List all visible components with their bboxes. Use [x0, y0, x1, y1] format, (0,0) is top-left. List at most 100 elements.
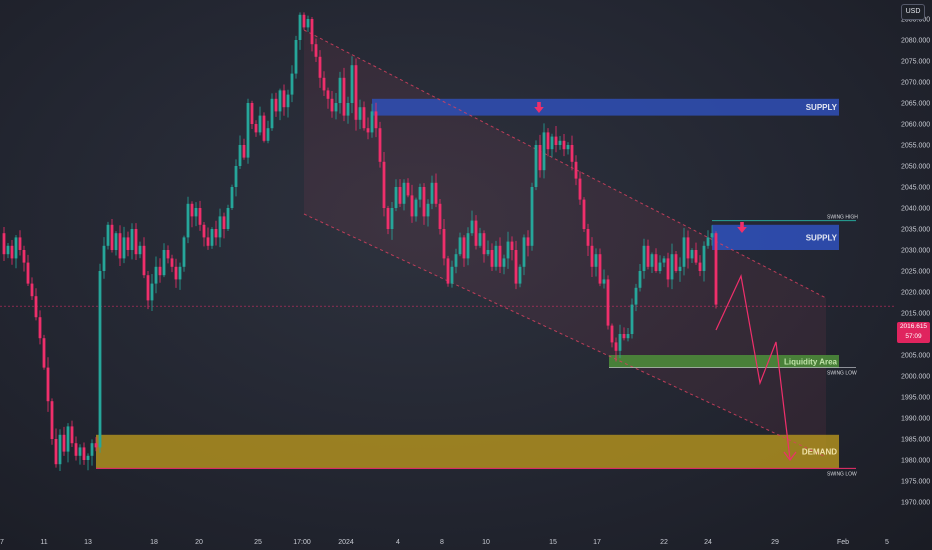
candle-body: [166, 250, 170, 259]
projection-arrowhead: [783, 451, 797, 461]
candle-body: [522, 237, 526, 267]
candle-body: [378, 128, 382, 162]
candle-body: [474, 220, 478, 246]
candle-body: [170, 258, 174, 267]
candle-body: [354, 65, 358, 120]
candle-body: [490, 250, 494, 267]
swing-low-label: SWING LOW: [827, 371, 857, 377]
candle-body: [414, 199, 418, 217]
candle-body: [286, 94, 290, 108]
candle-body: [322, 77, 326, 91]
candle-body: [594, 254, 598, 267]
candle-body: [650, 254, 654, 267]
candle-body: [50, 401, 54, 439]
y-tick-label: 2040.000: [901, 206, 930, 213]
candle-body: [682, 237, 686, 267]
candle-body: [590, 245, 594, 267]
candle-body: [266, 128, 270, 141]
candle-body: [66, 426, 70, 452]
countdown-value: 57:09: [905, 333, 922, 340]
candle-body: [426, 203, 430, 217]
x-tick-label: 7: [0, 539, 4, 546]
x-tick-label: 18: [150, 539, 158, 546]
y-tick-label: 2070.000: [901, 80, 930, 87]
y-tick-label: 2005.000: [901, 353, 930, 360]
candle-body: [630, 304, 634, 334]
candle-body: [510, 241, 514, 250]
y-tick-label: 2030.000: [901, 248, 930, 255]
candle-body: [666, 258, 670, 280]
y-tick-label: 1990.000: [901, 416, 930, 423]
candle-body: [710, 233, 714, 238]
candle-body: [526, 237, 530, 246]
candle-body: [638, 271, 642, 288]
candle-body: [330, 98, 334, 112]
x-tick-label: 17:00: [293, 539, 311, 546]
candle-body: [262, 115, 266, 141]
candle-body: [586, 229, 590, 246]
candle-body: [506, 241, 510, 259]
candle-body: [2, 233, 6, 255]
candle-body: [398, 187, 402, 204]
candle-body: [258, 115, 262, 133]
candle-body: [122, 237, 126, 259]
candle-body: [462, 237, 466, 259]
candle-body: [358, 107, 362, 120]
candle-body: [30, 283, 34, 297]
candle-body: [210, 229, 214, 246]
y-tick-label: 1980.000: [901, 458, 930, 465]
x-tick-label: 29: [771, 539, 779, 546]
candle-body: [54, 439, 58, 465]
candle-body: [226, 208, 230, 229]
candle-body: [190, 203, 194, 217]
candle-body: [610, 325, 614, 343]
candle-body: [274, 98, 278, 112]
candle-body: [114, 233, 118, 250]
candle-body: [438, 203, 442, 229]
candle-body: [390, 208, 394, 229]
liquidity-area-label: Liquidity Area: [784, 357, 838, 366]
candle-body: [186, 203, 190, 238]
candle-body: [654, 254, 658, 271]
candle-body: [194, 208, 198, 217]
candle-body: [498, 245, 502, 267]
candle-body: [346, 103, 350, 116]
candle-body: [254, 124, 258, 133]
candle-body: [58, 434, 62, 465]
candle-body: [434, 182, 438, 204]
currency-button[interactable]: USD: [901, 4, 925, 20]
candle-body: [674, 254, 678, 271]
candle-body: [22, 250, 26, 263]
x-tick-label: 15: [549, 539, 557, 546]
candle-body: [326, 90, 330, 99]
candle-body: [606, 279, 610, 326]
x-tick-label: 10: [482, 539, 490, 546]
candle-body: [250, 103, 254, 124]
candle-body: [270, 98, 274, 129]
candle-body: [70, 426, 74, 444]
candle-body: [558, 140, 562, 145]
swing-low-label: SWING LOW: [827, 471, 857, 477]
x-tick-label: 5: [885, 539, 889, 546]
candle-body: [662, 258, 666, 263]
supply-zone-upper: [372, 98, 839, 116]
candle-body: [206, 237, 210, 246]
y-tick-label: 2015.000: [901, 311, 930, 318]
y-tick-label: 2050.000: [901, 164, 930, 171]
candle-body: [410, 195, 414, 217]
candle-body: [198, 208, 202, 225]
candle-body: [362, 107, 366, 129]
candle-body: [642, 245, 646, 271]
candle-body: [6, 245, 10, 255]
candle-body: [458, 237, 462, 255]
candle-body: [234, 166, 238, 187]
candle-body: [694, 250, 698, 263]
y-tick-label: 2080.000: [901, 38, 930, 45]
y-tick-label: 2045.000: [901, 185, 930, 192]
candle-body: [310, 19, 314, 45]
candle-body: [614, 342, 618, 351]
y-tick-label: 1975.000: [901, 479, 930, 486]
candle-body: [406, 182, 410, 196]
